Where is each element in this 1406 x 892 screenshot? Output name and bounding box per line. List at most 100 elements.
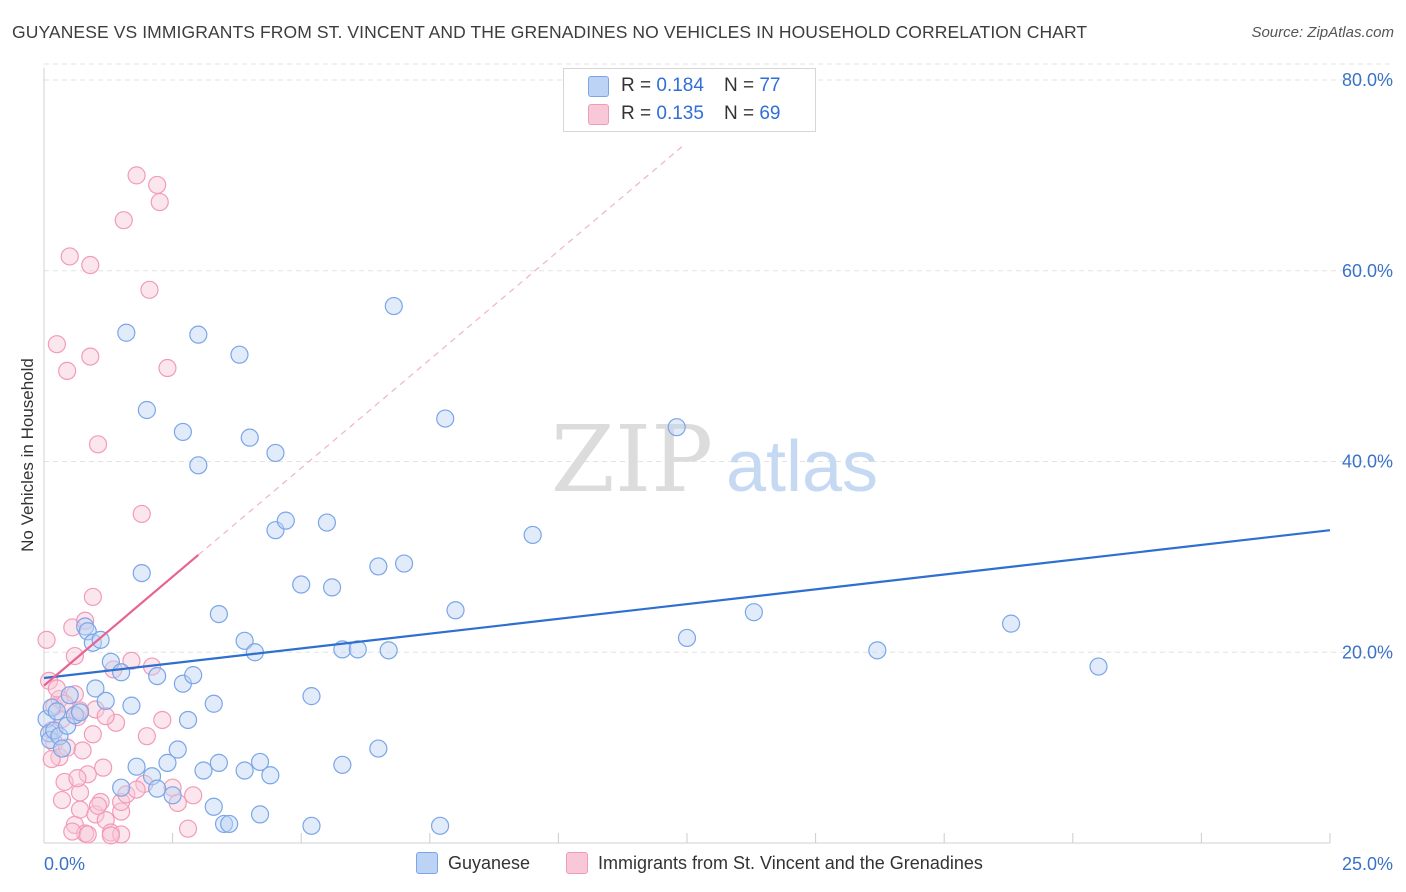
legend-n-value: 77 bbox=[759, 75, 781, 96]
svg-point bbox=[114, 211, 133, 230]
svg-point bbox=[132, 504, 151, 524]
guyanese-point bbox=[209, 753, 228, 772]
guyanese-point bbox=[261, 766, 280, 785]
svg-point bbox=[101, 826, 120, 845]
x-tick-label-min: 0.0% bbox=[44, 854, 85, 874]
x-tick-label-max: 25.0% bbox=[1342, 854, 1393, 874]
guyanese-point bbox=[127, 757, 146, 776]
guyanese-point bbox=[235, 761, 254, 780]
svg-trend-line bbox=[43, 554, 200, 687]
guyanese-point bbox=[266, 443, 285, 463]
legend-swatch-svg bbox=[588, 103, 609, 125]
guyanese-point bbox=[1001, 614, 1021, 633]
guyanese-point bbox=[137, 400, 156, 420]
bottom-legend-guyanese: Guyanese bbox=[416, 852, 530, 874]
guyanese-point bbox=[163, 786, 182, 805]
guyanese-point bbox=[184, 666, 203, 685]
svg-point bbox=[158, 358, 177, 378]
guyanese-point bbox=[523, 525, 542, 545]
bottom-legend-swatch-guyanese bbox=[416, 852, 438, 874]
svg-point bbox=[127, 166, 146, 185]
legend-r-value: 0.135 bbox=[656, 103, 704, 124]
svg-point bbox=[106, 713, 126, 732]
bottom-legend-label-guyanese: Guyanese bbox=[448, 852, 531, 873]
guyanese-series-points bbox=[37, 296, 1108, 835]
guyanese-point bbox=[446, 601, 465, 620]
guyanese-point bbox=[677, 628, 697, 648]
svg-point bbox=[63, 822, 82, 841]
svg-point bbox=[78, 825, 97, 844]
axes bbox=[43, 68, 1330, 844]
bottom-legend-svg: Immigrants from St. Vincent and the Gren… bbox=[566, 852, 983, 874]
svg-point bbox=[94, 758, 113, 777]
legend-row-svg: R = 0.135 N = 69 bbox=[588, 101, 780, 127]
guyanese-point bbox=[168, 740, 187, 759]
gridlines bbox=[44, 63, 1390, 843]
svg-point bbox=[76, 611, 95, 630]
svg-series-points bbox=[37, 166, 203, 845]
guyanese-point bbox=[230, 345, 249, 364]
svg-point bbox=[52, 790, 72, 810]
guyanese-point bbox=[384, 296, 403, 316]
svg-point bbox=[96, 707, 115, 726]
svg-point bbox=[58, 361, 77, 380]
svg-point bbox=[47, 335, 66, 354]
guyanese-point bbox=[292, 575, 311, 594]
svg-point bbox=[122, 651, 141, 670]
guyanese-point bbox=[214, 814, 234, 834]
guyanese-trend-line bbox=[43, 529, 1331, 680]
svg-point bbox=[78, 765, 97, 784]
guyanese-point bbox=[47, 702, 66, 721]
guyanese-point bbox=[276, 511, 295, 530]
guyanese-point bbox=[1089, 657, 1108, 676]
guyanese-point bbox=[322, 578, 342, 597]
guyanese-point bbox=[52, 739, 72, 758]
y-tick-label: 20.0% bbox=[1342, 642, 1393, 662]
guyanese-point bbox=[122, 696, 141, 715]
guyanese-point bbox=[158, 753, 177, 772]
svg-point bbox=[81, 255, 100, 275]
guyanese-point bbox=[430, 816, 450, 835]
guyanese-point bbox=[240, 428, 259, 447]
correlation-legend: R = 0.184 N = 77 R = 0.135 N = 69 bbox=[563, 68, 816, 132]
guyanese-point bbox=[317, 513, 337, 532]
guyanese-point bbox=[235, 631, 254, 650]
guyanese-point bbox=[744, 603, 763, 622]
svg-point bbox=[184, 786, 203, 805]
source-credit: Source: ZipAtlas.com bbox=[1251, 24, 1394, 41]
bottom-legend-swatch-svg bbox=[566, 852, 588, 874]
legend-n-value: 69 bbox=[759, 103, 781, 124]
guyanese-point bbox=[65, 706, 84, 725]
guyanese-point bbox=[86, 679, 105, 698]
guyanese-point bbox=[178, 710, 198, 730]
watermark-atlas: atlas bbox=[726, 427, 878, 507]
bottom-legend-label-svg: Immigrants from St. Vincent and the Gren… bbox=[598, 852, 983, 873]
guyanese-point bbox=[394, 554, 414, 573]
watermark: ZIP atlas bbox=[551, 406, 878, 513]
svg-point bbox=[83, 725, 102, 744]
svg-point bbox=[65, 646, 84, 666]
svg-point bbox=[140, 280, 159, 299]
svg-point bbox=[153, 710, 172, 730]
legend-r-label: R = bbox=[621, 103, 652, 124]
guyanese-point bbox=[40, 724, 59, 743]
y-tick-label: 60.0% bbox=[1342, 261, 1393, 281]
y-tick-label: 40.0% bbox=[1342, 452, 1393, 472]
tick-labels: 20.0% 40.0% 60.0% 80.0% 0.0% 25.0% bbox=[44, 70, 1393, 874]
svg-point bbox=[178, 819, 198, 838]
guyanese-point bbox=[60, 686, 79, 705]
guyanese-point bbox=[250, 805, 270, 824]
svg-point bbox=[83, 587, 102, 607]
guyanese-point bbox=[220, 814, 239, 834]
svg-point bbox=[37, 630, 56, 649]
trend-lines bbox=[43, 146, 1331, 687]
guyanese-point bbox=[204, 694, 223, 713]
guyanese-point bbox=[379, 641, 398, 660]
chart-title: GUYANESE VS IMMIGRANTS FROM ST. VINCENT … bbox=[12, 22, 1088, 42]
guyanese-point bbox=[91, 630, 110, 649]
guyanese-point bbox=[78, 622, 97, 641]
guyanese-point bbox=[112, 663, 131, 682]
guyanese-point bbox=[70, 703, 90, 722]
guyanese-point bbox=[112, 778, 131, 797]
